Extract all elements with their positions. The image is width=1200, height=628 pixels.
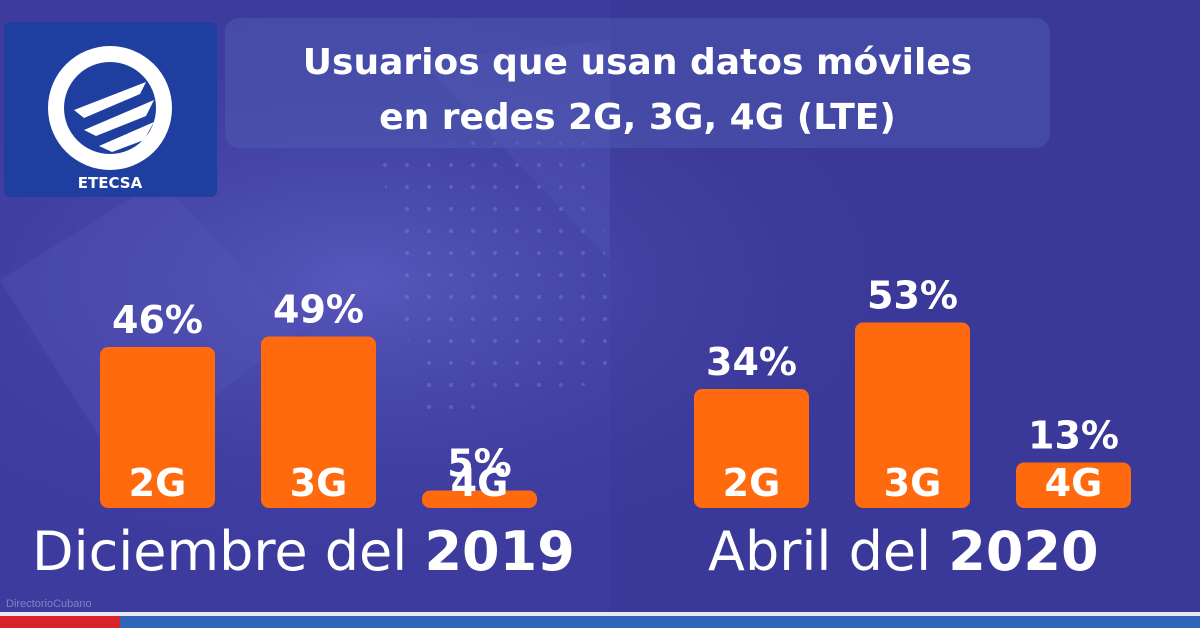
footer-divider [0, 612, 1200, 616]
category-label: 3G [884, 461, 942, 505]
value-label: 13% [1028, 414, 1119, 458]
bar-2019-4g [422, 490, 537, 508]
etecsa-logo: ETECSA [4, 22, 217, 197]
category-label: 4G [451, 461, 509, 505]
bar-2020-4g [1016, 462, 1131, 508]
value-label: 53% [867, 274, 958, 318]
period-text: Abril del [708, 520, 932, 583]
watermark: DirectorioCubano [6, 598, 92, 610]
bar-2020-2g [694, 389, 809, 508]
bar-2020-3g [855, 322, 970, 508]
title-line-1: Usuarios que usan datos móviles [302, 42, 973, 83]
period-text: Diciembre del [32, 520, 408, 583]
footer-blue-strip [120, 616, 1200, 628]
period-label-2020: Abril del 2020 [708, 520, 1099, 583]
period-label-2019: Diciembre del 2019 [32, 520, 575, 583]
title-line-2: en redes 2G, 3G, 4G (LTE) [379, 97, 896, 138]
value-label: 5% [447, 442, 512, 486]
category-label: 2G [129, 461, 187, 505]
category-label: 3G [290, 461, 348, 505]
footer-red-strip [0, 616, 120, 628]
value-label: 49% [273, 288, 364, 332]
logo-name: ETECSA [78, 174, 143, 192]
bar-2019-2g [100, 347, 215, 508]
category-label: 2G [723, 461, 781, 505]
value-label: 34% [706, 340, 797, 384]
period-year: 2019 [424, 520, 575, 583]
bar-2019-3g [261, 336, 376, 508]
etecsa-logo-icon: ETECSA [48, 46, 172, 192]
title-box: Usuarios que usan datos móviles en redes… [225, 18, 1050, 148]
period-year: 2020 [948, 520, 1099, 583]
category-label: 4G [1045, 461, 1103, 505]
value-label: 46% [112, 298, 203, 342]
